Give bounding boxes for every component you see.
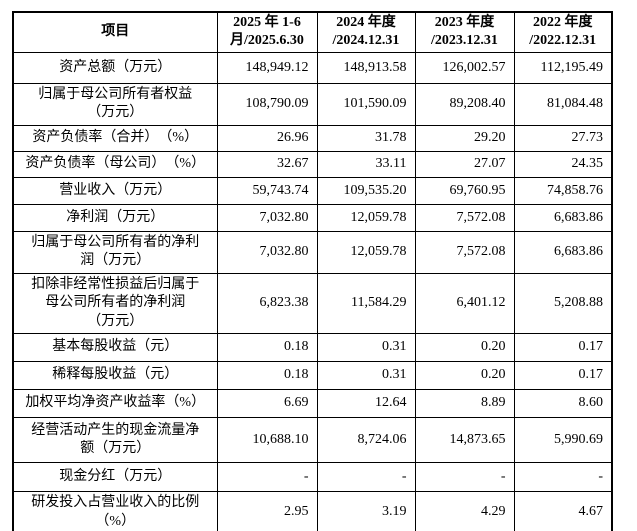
table-header-row: 项目 2025 年 1-6 月/2025.6.30 2024 年度 /2024.… — [12, 11, 613, 53]
cell-value: 101,590.09 — [316, 82, 416, 126]
cell-value: 6,683.86 — [513, 203, 613, 232]
table-row: 经营活动产生的现金流量净 额（万元） 10,688.10 8,724.06 14… — [12, 417, 613, 464]
cell-value: 2.95 — [216, 491, 318, 531]
cell-value: 26.96 — [216, 124, 318, 152]
cell-value: 148,913.58 — [316, 51, 416, 84]
cell-value: 0.18 — [216, 333, 318, 363]
row-label: 资产总额（万元） — [12, 51, 218, 84]
table-row: 归属于母公司所有者权益 （万元） 108,790.09 101,590.09 8… — [12, 82, 613, 126]
cell-value: 0.17 — [513, 361, 613, 391]
row-label: 净利润（万元） — [12, 203, 218, 232]
table-row: 营业收入（万元） 59,743.74 109,535.20 69,760.95 … — [12, 176, 613, 205]
column-header-2023: 2023 年度 /2023.12.31 — [414, 11, 515, 53]
column-header-2022: 2022 年度 /2022.12.31 — [513, 11, 613, 53]
table-row: 资产负债率（母公司） （%） 32.67 33.11 27.07 24.35 — [12, 150, 613, 178]
cell-value: 14,873.65 — [414, 417, 515, 464]
table-row: 加权平均净资产收益率（%） 6.69 12.64 8.89 8.60 — [12, 389, 613, 419]
cell-value: 148,949.12 — [216, 51, 318, 84]
row-label: 资产负债率（合并） （%） — [12, 124, 218, 152]
cell-value: 6,823.38 — [216, 272, 318, 335]
table-row: 资产负债率（合并） （%） 26.96 31.78 29.20 27.73 — [12, 124, 613, 152]
cell-value: 29.20 — [414, 124, 515, 152]
cell-value: 59,743.74 — [216, 176, 318, 205]
cell-value: 24.35 — [513, 150, 613, 178]
cell-value: 8,724.06 — [316, 417, 416, 464]
cell-value: 7,572.08 — [414, 230, 515, 274]
cell-value: 5,208.88 — [513, 272, 613, 335]
row-label: 归属于母公司所有者权益 （万元） — [12, 82, 218, 126]
cell-value: 126,002.57 — [414, 51, 515, 84]
cell-value: 31.78 — [316, 124, 416, 152]
table-row: 现金分红（万元） - - - - — [12, 462, 613, 493]
cell-value: 7,572.08 — [414, 203, 515, 232]
cell-value: - — [216, 462, 318, 493]
column-header-2025: 2025 年 1-6 月/2025.6.30 — [216, 11, 318, 53]
cell-value: 3.19 — [316, 491, 416, 531]
cell-value: 5,990.69 — [513, 417, 613, 464]
cell-value: 81,084.48 — [513, 82, 613, 126]
row-label: 经营活动产生的现金流量净 额（万元） — [12, 417, 218, 464]
cell-value: - — [513, 462, 613, 493]
cell-value: 6,401.12 — [414, 272, 515, 335]
table-row: 归属于母公司所有者的净利 润（万元） 7,032.80 12,059.78 7,… — [12, 230, 613, 274]
cell-value: 0.20 — [414, 361, 515, 391]
row-label: 加权平均净资产收益率（%） — [12, 389, 218, 419]
row-label: 资产负债率（母公司） （%） — [12, 150, 218, 178]
row-label: 稀释每股收益（元） — [12, 361, 218, 391]
row-label: 现金分红（万元） — [12, 462, 218, 493]
cell-value: 7,032.80 — [216, 203, 318, 232]
row-label: 扣除非经常性损益后归属于 母公司所有者的净利润 （万元） — [12, 272, 218, 335]
cell-value: - — [414, 462, 515, 493]
cell-value: 0.20 — [414, 333, 515, 363]
table-row: 稀释每股收益（元） 0.18 0.31 0.20 0.17 — [12, 361, 613, 391]
row-label: 研发投入占营业收入的比例 （%） — [12, 491, 218, 531]
financial-summary-table: 项目 2025 年 1-6 月/2025.6.30 2024 年度 /2024.… — [12, 11, 613, 531]
cell-value: 8.60 — [513, 389, 613, 419]
cell-value: 10,688.10 — [216, 417, 318, 464]
cell-value: 27.73 — [513, 124, 613, 152]
table-row: 基本每股收益（元） 0.18 0.31 0.20 0.17 — [12, 333, 613, 363]
cell-value: 7,032.80 — [216, 230, 318, 274]
cell-value: 4.67 — [513, 491, 613, 531]
cell-value: 109,535.20 — [316, 176, 416, 205]
cell-value: 74,858.76 — [513, 176, 613, 205]
cell-value: 4.29 — [414, 491, 515, 531]
cell-value: 0.18 — [216, 361, 318, 391]
cell-value: - — [316, 462, 416, 493]
cell-value: 0.31 — [316, 333, 416, 363]
cell-value: 27.07 — [414, 150, 515, 178]
column-header-2024: 2024 年度 /2024.12.31 — [316, 11, 416, 53]
cell-value: 32.67 — [216, 150, 318, 178]
cell-value: 108,790.09 — [216, 82, 318, 126]
column-header-item: 项目 — [12, 11, 218, 53]
cell-value: 0.17 — [513, 333, 613, 363]
cell-value: 6,683.86 — [513, 230, 613, 274]
cell-value: 69,760.95 — [414, 176, 515, 205]
cell-value: 33.11 — [316, 150, 416, 178]
row-label: 基本每股收益（元） — [12, 333, 218, 363]
cell-value: 0.31 — [316, 361, 416, 391]
cell-value: 8.89 — [414, 389, 515, 419]
table-row: 扣除非经常性损益后归属于 母公司所有者的净利润 （万元） 6,823.38 11… — [12, 272, 613, 335]
cell-value: 12,059.78 — [316, 230, 416, 274]
cell-value: 112,195.49 — [513, 51, 613, 84]
row-label: 归属于母公司所有者的净利 润（万元） — [12, 230, 218, 274]
table-row: 研发投入占营业收入的比例 （%） 2.95 3.19 4.29 4.67 — [12, 491, 613, 531]
cell-value: 89,208.40 — [414, 82, 515, 126]
cell-value: 12,059.78 — [316, 203, 416, 232]
cell-value: 6.69 — [216, 389, 318, 419]
table-row: 资产总额（万元） 148,949.12 148,913.58 126,002.5… — [12, 51, 613, 84]
table-row: 净利润（万元） 7,032.80 12,059.78 7,572.08 6,68… — [12, 203, 613, 232]
cell-value: 12.64 — [316, 389, 416, 419]
cell-value: 11,584.29 — [316, 272, 416, 335]
row-label: 营业收入（万元） — [12, 176, 218, 205]
